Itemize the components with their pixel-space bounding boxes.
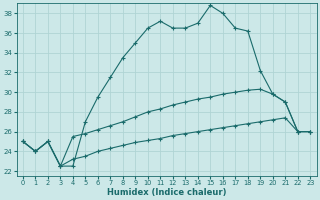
- X-axis label: Humidex (Indice chaleur): Humidex (Indice chaleur): [107, 188, 226, 197]
